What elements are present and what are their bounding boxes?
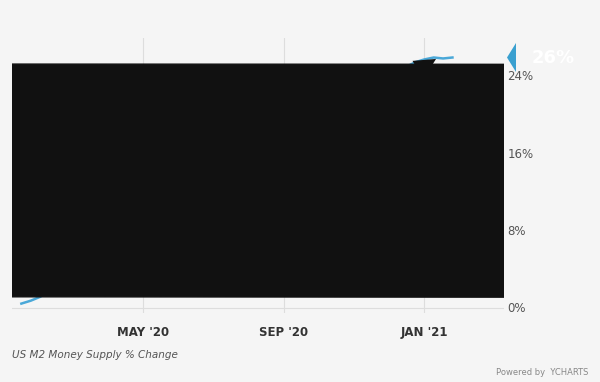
Text: 26%: 26% xyxy=(532,49,575,68)
Text: Powered by  YCHARTS: Powered by YCHARTS xyxy=(496,368,588,377)
Text: 24%: 24% xyxy=(508,70,534,83)
Text: 16%: 16% xyxy=(508,147,534,160)
Text: +26% Y-O-Y!: +26% Y-O-Y! xyxy=(274,177,457,204)
Text: US M2 Money Supply % Change: US M2 Money Supply % Change xyxy=(12,350,178,360)
Text: 8%: 8% xyxy=(508,225,526,238)
Text: MAY '20: MAY '20 xyxy=(117,326,169,339)
Text: 0%: 0% xyxy=(508,302,526,315)
Text: JAN '21: JAN '21 xyxy=(401,326,448,339)
Text: SEP '20: SEP '20 xyxy=(259,326,308,339)
FancyArrow shape xyxy=(0,64,600,297)
